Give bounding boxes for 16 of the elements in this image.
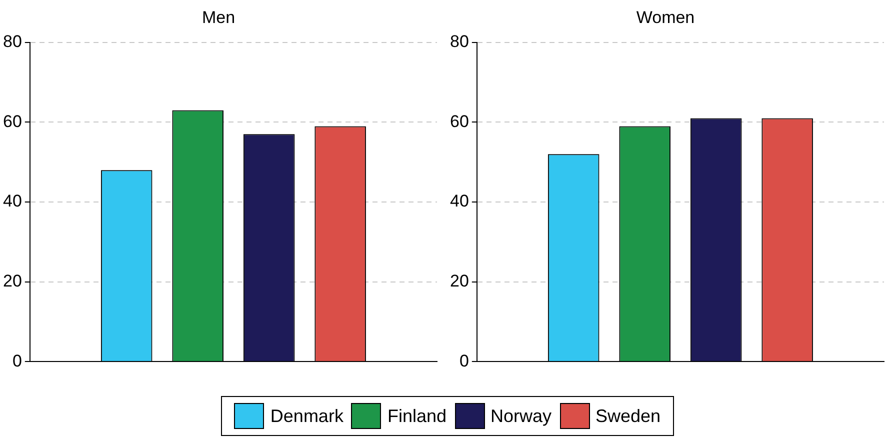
legend-label: Norway xyxy=(490,406,552,426)
y-tick-label: 0 xyxy=(459,351,469,370)
chart-title: Men xyxy=(202,8,236,27)
y-tick-label: 80 xyxy=(450,32,469,52)
y-tick-label: 0 xyxy=(12,351,22,370)
legend-label: Finland xyxy=(387,406,446,426)
y-tick-label: 80 xyxy=(2,32,22,52)
legend-label: Sweden xyxy=(596,406,661,426)
chart-title: Women xyxy=(636,8,695,27)
y-tick-label: 60 xyxy=(2,112,22,131)
y-tick-label: 40 xyxy=(2,192,22,211)
legend-label: Denmark xyxy=(270,406,344,426)
y-tick-label: 40 xyxy=(450,192,469,211)
y-tick-label: 60 xyxy=(450,112,469,131)
y-tick-label: 20 xyxy=(450,271,469,290)
y-tick-label: 20 xyxy=(2,271,22,290)
